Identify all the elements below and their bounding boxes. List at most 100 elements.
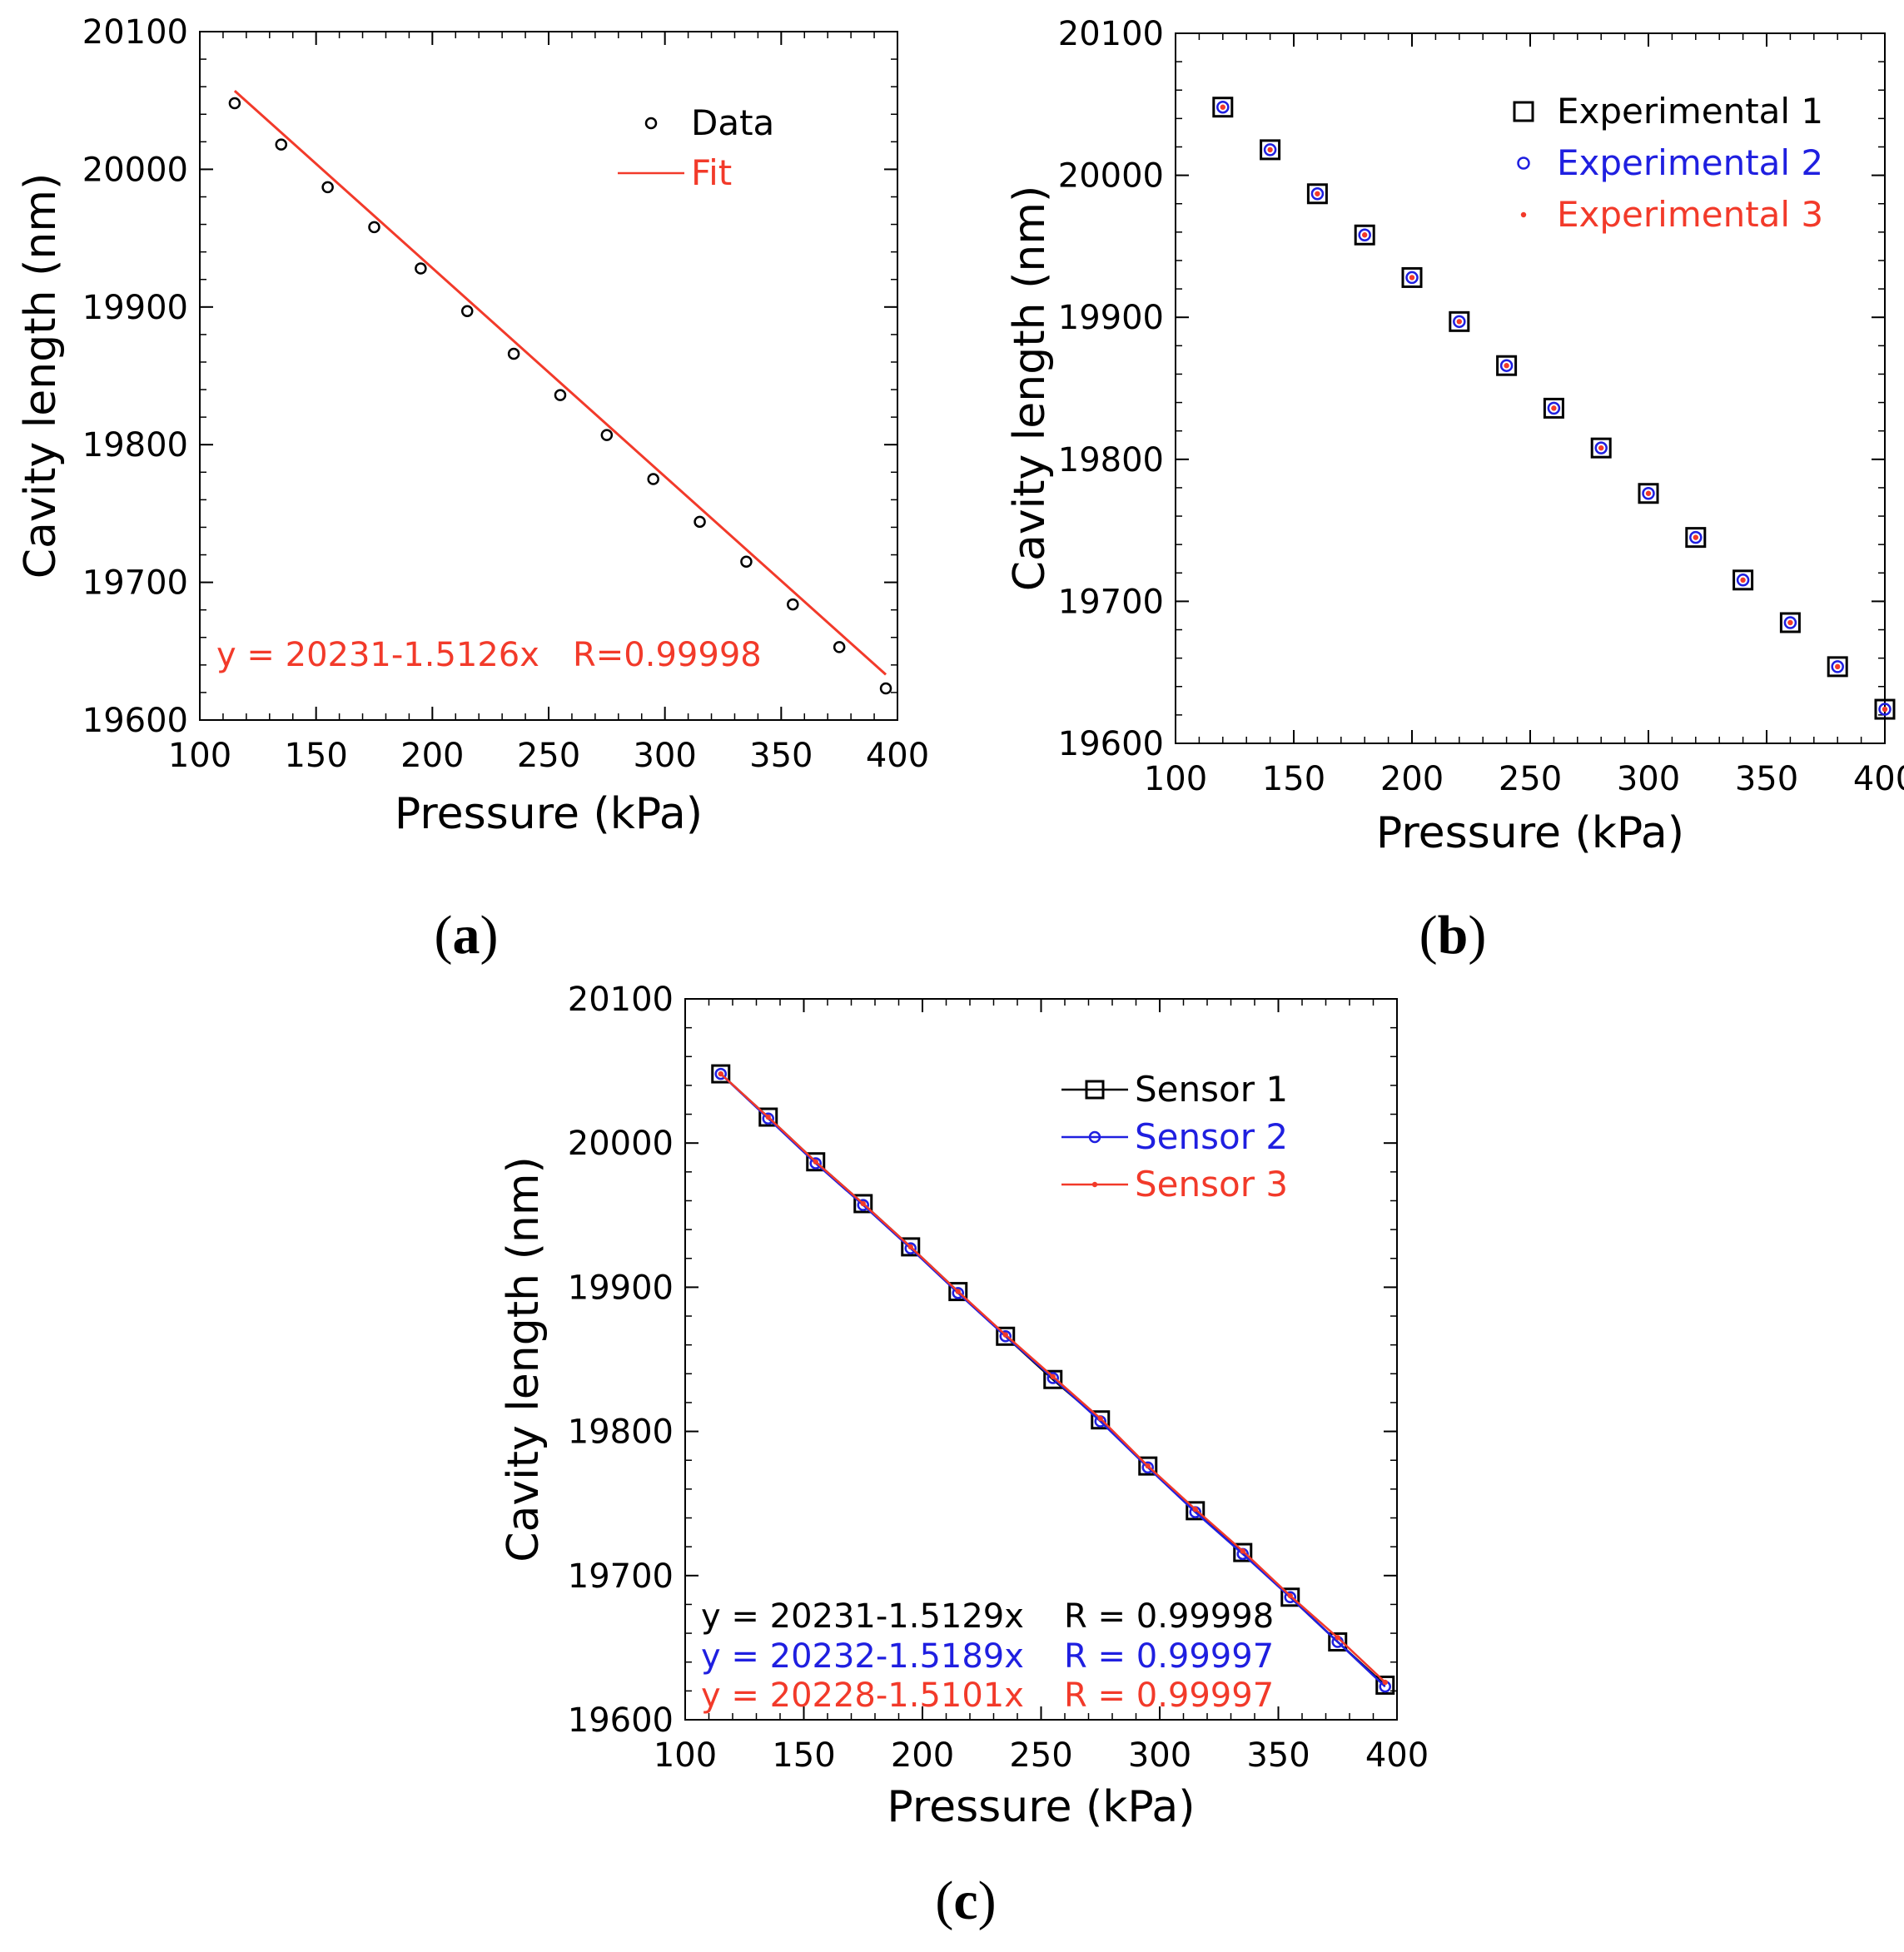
x-tick-label: 100 <box>654 1736 717 1775</box>
data-point <box>1642 486 1655 500</box>
panel-label-letter: b <box>1438 905 1469 966</box>
panel-label: (a) <box>435 905 499 966</box>
data-point <box>1233 1542 1253 1562</box>
data-point <box>857 1199 869 1211</box>
panel-label-letter: c <box>953 1870 977 1931</box>
data-point <box>1315 191 1320 196</box>
data-point <box>758 1107 778 1127</box>
data-point <box>1328 1632 1348 1652</box>
data-point <box>1138 1456 1158 1476</box>
y-tick-label: 19700 <box>568 1557 674 1596</box>
y-tick-label: 19900 <box>82 289 188 327</box>
data-point <box>1043 1369 1063 1389</box>
panel-label-letter: a <box>453 905 480 966</box>
data-point <box>600 429 614 441</box>
data-point <box>1874 698 1896 720</box>
data-point <box>1287 1592 1293 1599</box>
panel-label-close: ) <box>1468 905 1486 966</box>
legend-marker <box>1517 156 1530 170</box>
data-point <box>787 598 799 611</box>
legend-label: Experimental 2 <box>1557 142 1823 183</box>
series-line <box>233 90 887 676</box>
legend: Experimental 1 Experimental 2 Experimental… <box>1513 91 1823 235</box>
data-point <box>1827 656 1848 678</box>
y-tick-label: 19800 <box>568 1413 674 1452</box>
legend-marker <box>644 117 658 130</box>
fit-annotation: R = 0.99997 <box>1064 1676 1274 1715</box>
legend: Sensor 1 Sensor 2 Sensor 3 <box>1061 1069 1288 1204</box>
data-point <box>955 1289 961 1294</box>
x-tick-label: 250 <box>1499 760 1562 798</box>
legend-marker <box>1085 1080 1105 1100</box>
x-axis-title: Pressure (kPa) <box>395 789 703 839</box>
data-point <box>907 1244 913 1250</box>
data-point <box>228 97 241 110</box>
data-point <box>1097 1415 1103 1422</box>
fit-annotation: R = 0.99997 <box>1064 1637 1274 1676</box>
data-point <box>1783 616 1797 629</box>
series-sensor-3 <box>718 1070 1388 1686</box>
y-tick-label: 19800 <box>1058 441 1164 479</box>
data-point <box>952 1287 964 1299</box>
data-point <box>1449 310 1470 332</box>
x-tick-label: 350 <box>1735 760 1798 798</box>
x-tick-label: 200 <box>400 737 464 775</box>
data-point <box>1280 1587 1300 1607</box>
data-point <box>1779 612 1801 633</box>
data-point <box>718 1070 723 1077</box>
data-point <box>740 555 753 569</box>
y-tick-label: 19600 <box>1058 725 1164 763</box>
data-point <box>1409 275 1415 281</box>
data-point <box>460 305 474 318</box>
data-point <box>1543 397 1564 419</box>
data-point <box>1002 1332 1008 1338</box>
data-point <box>813 1159 818 1165</box>
data-point <box>1878 703 1892 716</box>
x-tick-label: 250 <box>1009 1736 1072 1775</box>
x-axis-title: Pressure (kPa) <box>887 1782 1195 1832</box>
y-tick-label: 19900 <box>1058 299 1164 337</box>
data-point <box>368 221 380 234</box>
data-point <box>1401 266 1423 288</box>
data-point <box>1551 405 1557 411</box>
legend-label: Experimental 1 <box>1557 91 1823 132</box>
y-tick-label: 19900 <box>568 1269 674 1307</box>
y-tick-label: 19600 <box>82 702 188 740</box>
y-tick-label: 19800 <box>82 426 188 464</box>
fit-annotation: R = 0.99998 <box>1064 1597 1274 1636</box>
fit-annotation: y = 20228-1.5101x <box>701 1676 1024 1715</box>
data-point <box>1453 315 1466 329</box>
legend-label: Sensor 1 <box>1135 1069 1288 1110</box>
y-tick-label: 20100 <box>1058 15 1164 53</box>
data-point <box>901 1237 921 1257</box>
panel-label: (b) <box>1419 905 1487 966</box>
series-experimental-2 <box>1216 100 1892 716</box>
legend-label: Fit <box>691 152 732 193</box>
y-axis-title: Cavity length (nm) <box>1005 186 1055 592</box>
x-tick-label: 300 <box>1128 1736 1191 1775</box>
y-axis-title: Cavity length (nm) <box>16 173 66 579</box>
data-point <box>1594 441 1608 454</box>
data-point <box>762 1112 774 1125</box>
data-point <box>1882 706 1888 713</box>
data-point <box>1685 527 1707 549</box>
data-point <box>1240 1548 1245 1554</box>
data-point <box>1091 1410 1111 1430</box>
data-point <box>1504 363 1509 369</box>
data-point <box>1362 232 1368 238</box>
y-axis-title: Cavity length (nm) <box>499 1156 549 1562</box>
data-point <box>1456 319 1463 325</box>
legend-marker <box>1091 1181 1098 1188</box>
panel-label-open: ( <box>1419 905 1438 966</box>
data-point <box>1216 100 1230 114</box>
x-tick-label: 150 <box>1262 760 1325 798</box>
legend-marker <box>1513 101 1534 122</box>
data-point <box>1689 530 1703 544</box>
chart-panel-c: 100 150 200 250 300 350 400 19600 19700 19800 1990… <box>499 981 1429 1931</box>
data-point <box>948 1282 968 1302</box>
legend-marker <box>1520 211 1527 218</box>
data-point <box>714 1067 727 1080</box>
data-point <box>1335 1635 1340 1641</box>
data-point <box>1310 187 1325 201</box>
